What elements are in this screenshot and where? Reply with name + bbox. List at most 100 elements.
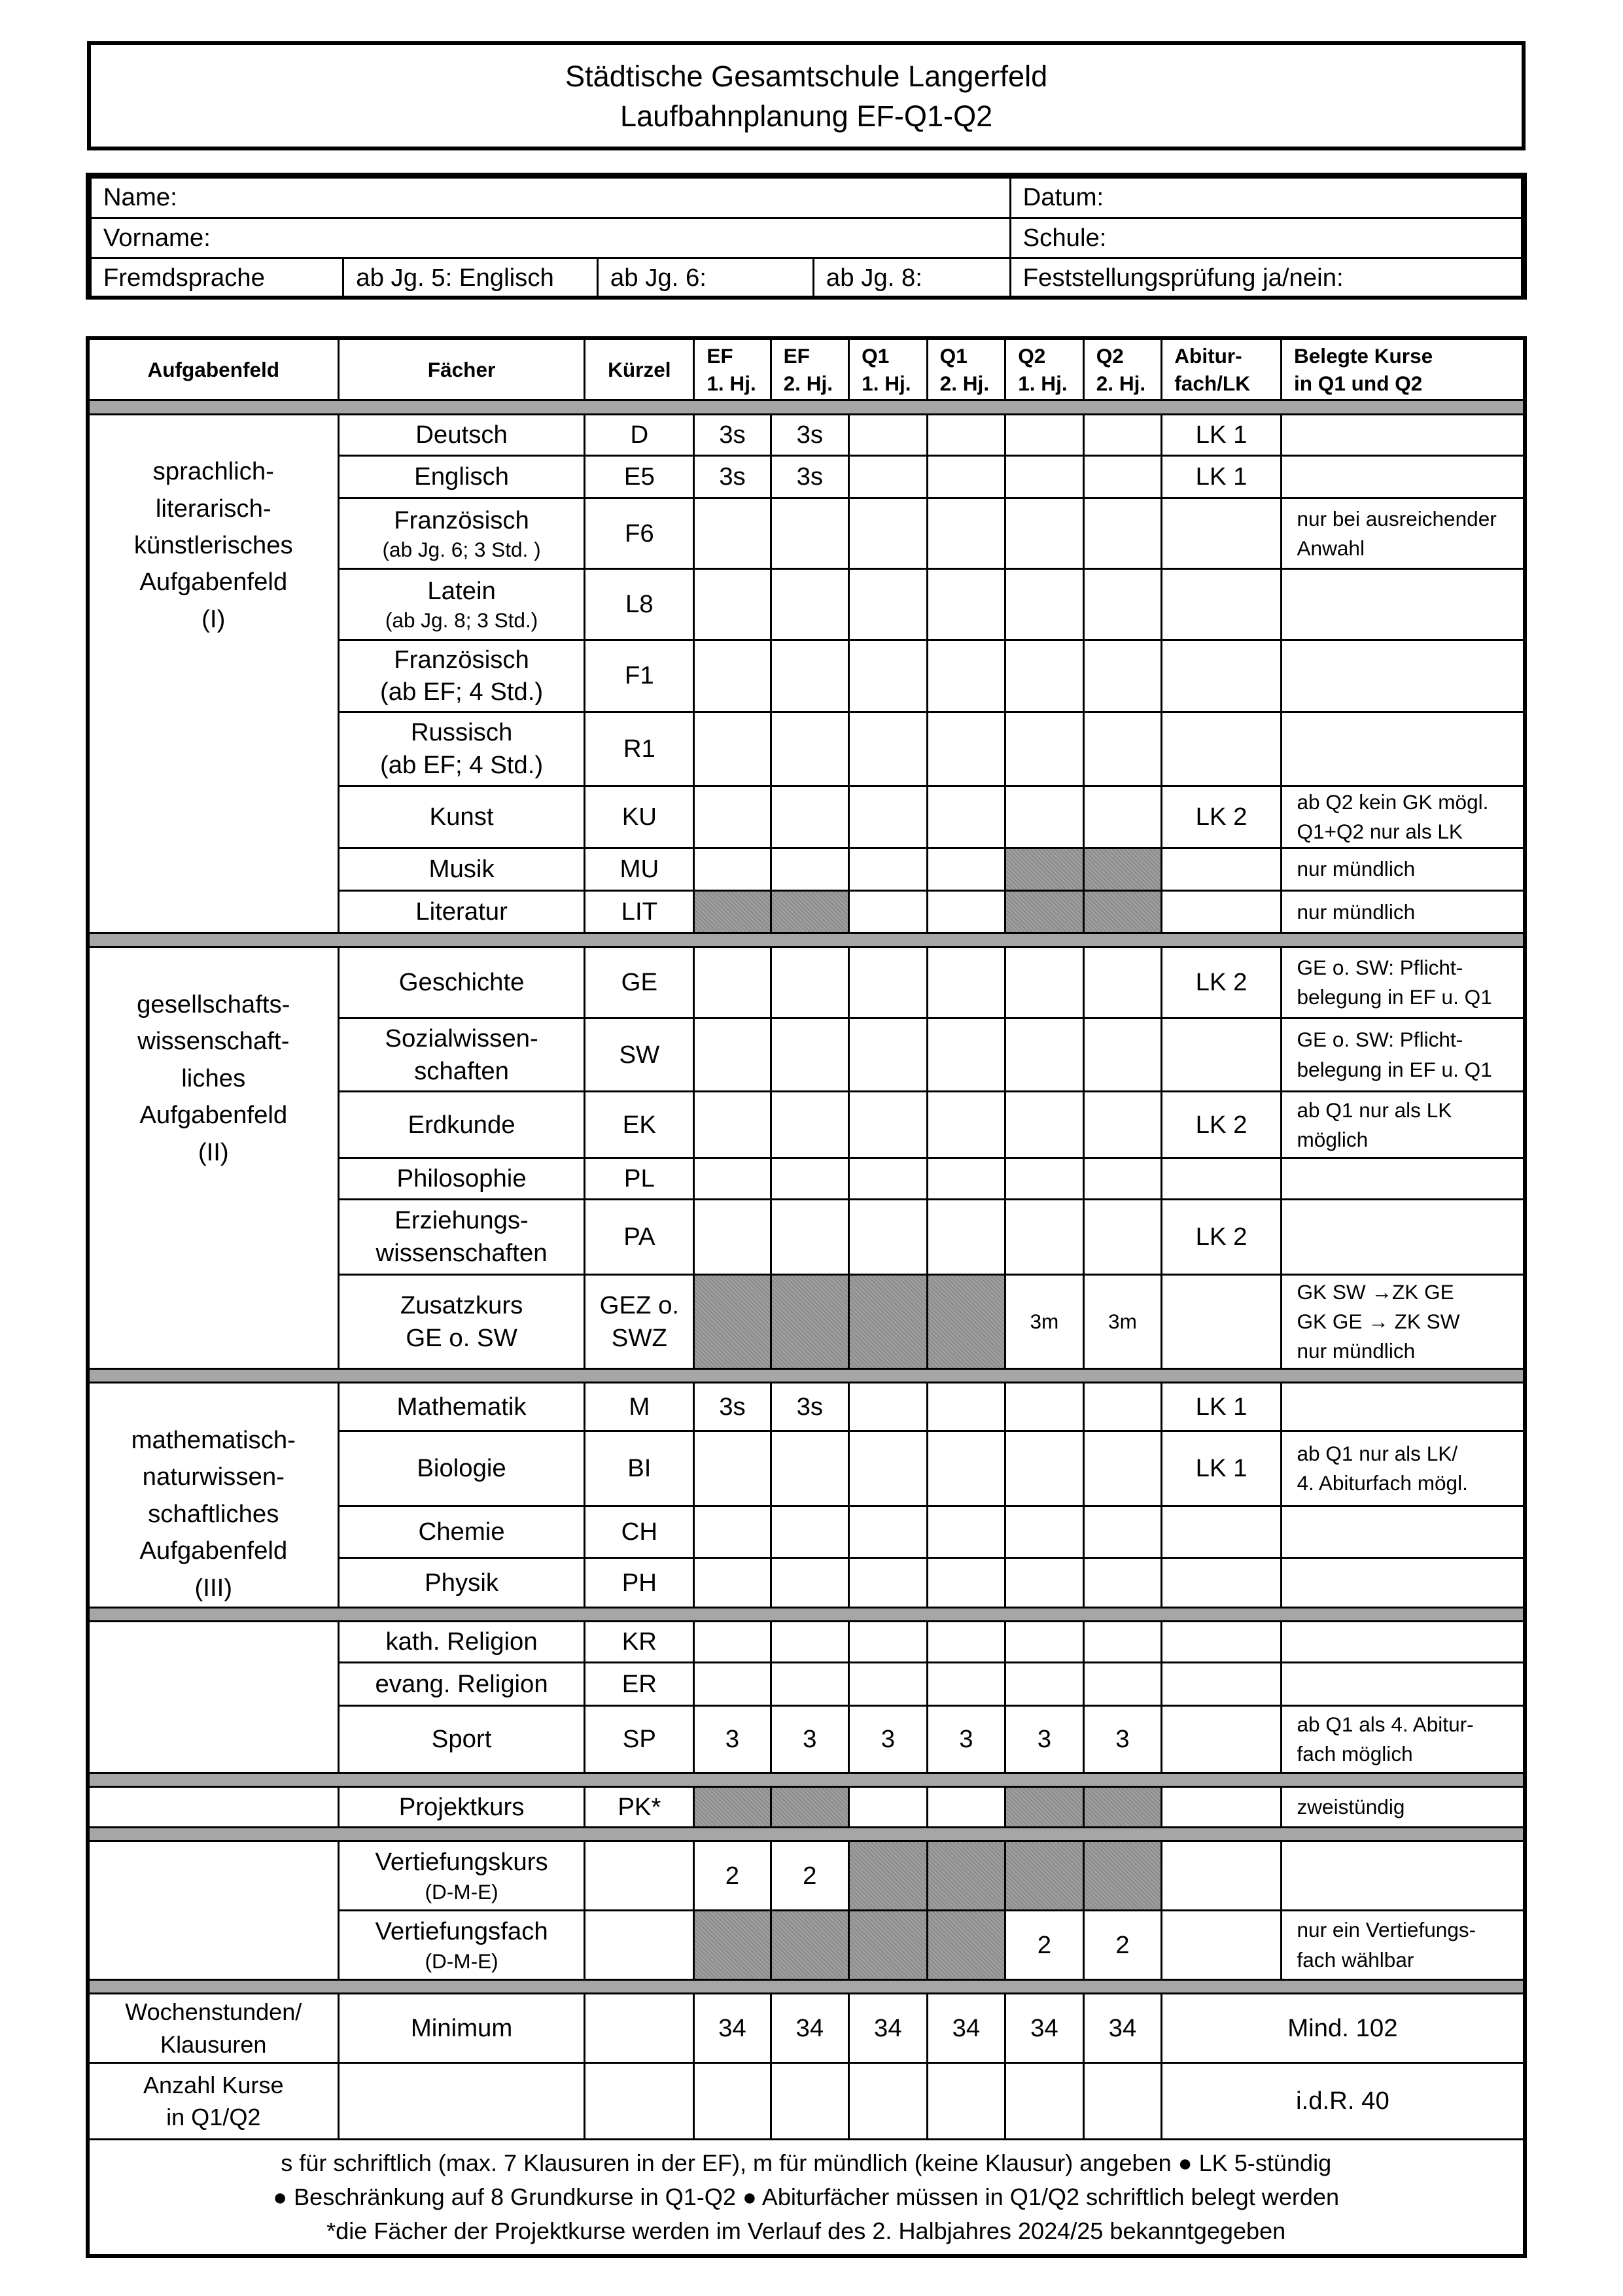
semester-cell[interactable] — [693, 1556, 772, 1609]
summary-value[interactable]: 34 — [848, 1992, 928, 2064]
semester-cell[interactable] — [848, 784, 928, 849]
semester-cell[interactable] — [1004, 413, 1085, 457]
semester-cell[interactable] — [848, 1198, 928, 1276]
semester-cell[interactable] — [693, 711, 772, 787]
semester-cell[interactable] — [848, 1430, 928, 1507]
semester-cell[interactable] — [926, 497, 1007, 570]
semester-cell[interactable] — [1082, 1090, 1163, 1159]
semester-cell[interactable] — [848, 1620, 928, 1664]
semester-cell[interactable] — [1082, 454, 1163, 500]
semester-cell[interactable] — [848, 568, 928, 641]
semester-cell[interactable] — [769, 1556, 850, 1609]
abitur-cell[interactable] — [1161, 1157, 1282, 1201]
semester-cell[interactable]: 2 — [1082, 1909, 1163, 1981]
name-field[interactable]: Name: — [89, 176, 1011, 219]
semester-cell[interactable] — [848, 497, 928, 570]
semester-cell[interactable] — [769, 1661, 850, 1707]
semester-cell[interactable] — [1082, 1157, 1163, 1201]
semester-cell[interactable] — [769, 568, 850, 641]
semester-cell[interactable]: 3s — [693, 413, 772, 457]
semester-cell[interactable]: 2 — [1004, 1909, 1085, 1981]
semester-cell[interactable] — [848, 946, 928, 1019]
semester-cell[interactable] — [926, 1090, 1007, 1159]
semester-cell[interactable] — [848, 638, 928, 714]
semester-cell[interactable] — [1082, 1620, 1163, 1664]
semester-cell[interactable] — [848, 1017, 928, 1093]
semester-cell[interactable] — [926, 568, 1007, 641]
semester-cell[interactable] — [769, 1017, 850, 1093]
semester-cell[interactable] — [926, 846, 1007, 892]
semester-cell[interactable] — [848, 454, 928, 500]
abitur-cell[interactable] — [1161, 1786, 1282, 1829]
abitur-cell[interactable] — [1161, 711, 1282, 787]
semester-cell[interactable] — [769, 1157, 850, 1201]
semester-cell[interactable] — [848, 1157, 928, 1201]
abitur-cell[interactable] — [1161, 1556, 1282, 1609]
semester-cell[interactable] — [693, 1505, 772, 1559]
abitur-cell[interactable]: LK 1 — [1161, 413, 1282, 457]
semester-cell[interactable] — [1004, 1661, 1085, 1707]
semester-cell[interactable]: 3s — [769, 454, 850, 500]
semester-cell[interactable]: 2 — [693, 1840, 772, 1912]
semester-cell[interactable] — [693, 1017, 772, 1093]
semester-cell[interactable] — [1082, 784, 1163, 849]
summary-value[interactable]: 34 — [693, 1992, 772, 2064]
summary-value[interactable] — [693, 2062, 772, 2141]
semester-cell[interactable] — [1004, 1017, 1085, 1093]
semester-cell[interactable] — [693, 1661, 772, 1707]
semester-cell[interactable] — [1082, 1505, 1163, 1559]
semester-cell[interactable] — [926, 1198, 1007, 1276]
language-grade8-field[interactable]: ab Jg. 8: — [812, 257, 1011, 300]
semester-cell[interactable] — [769, 1620, 850, 1664]
abitur-cell[interactable]: LK 1 — [1161, 1430, 1282, 1507]
semester-cell[interactable] — [1004, 497, 1085, 570]
semester-cell[interactable] — [1004, 454, 1085, 500]
semester-cell[interactable] — [926, 1620, 1007, 1664]
semester-cell[interactable] — [1004, 1556, 1085, 1609]
abitur-cell[interactable] — [1161, 638, 1282, 714]
semester-cell[interactable] — [926, 1382, 1007, 1433]
summary-value[interactable]: 34 — [769, 1992, 850, 2064]
semester-cell[interactable] — [926, 1017, 1007, 1093]
semester-cell[interactable]: 2 — [769, 1840, 850, 1912]
semester-cell[interactable] — [1082, 1661, 1163, 1707]
abitur-cell[interactable]: LK 2 — [1161, 1198, 1282, 1276]
semester-cell[interactable] — [693, 1157, 772, 1201]
abitur-cell[interactable] — [1161, 1661, 1282, 1707]
semester-cell[interactable] — [1082, 1556, 1163, 1609]
first-name-field[interactable]: Vorname: — [89, 217, 1011, 260]
semester-cell[interactable]: 3s — [769, 1382, 850, 1433]
semester-cell[interactable] — [693, 1430, 772, 1507]
semester-cell[interactable] — [926, 784, 1007, 849]
semester-cell[interactable] — [769, 497, 850, 570]
semester-cell[interactable] — [926, 711, 1007, 787]
semester-cell[interactable] — [848, 846, 928, 892]
semester-cell[interactable] — [848, 1505, 928, 1559]
semester-cell[interactable] — [1004, 1382, 1085, 1433]
abitur-cell[interactable]: LK 1 — [1161, 1382, 1282, 1433]
semester-cell[interactable] — [1082, 1430, 1163, 1507]
abitur-cell[interactable] — [1161, 497, 1282, 570]
abitur-cell[interactable] — [1161, 1017, 1282, 1093]
abitur-cell[interactable] — [1161, 889, 1282, 935]
semester-cell[interactable] — [926, 1786, 1007, 1829]
semester-cell[interactable] — [769, 946, 850, 1019]
semester-cell[interactable] — [693, 638, 772, 714]
abitur-cell[interactable]: LK 2 — [1161, 1090, 1282, 1159]
semester-cell[interactable] — [693, 1620, 772, 1664]
semester-cell[interactable] — [848, 889, 928, 935]
semester-cell[interactable] — [848, 1786, 928, 1829]
semester-cell[interactable] — [1082, 711, 1163, 787]
summary-value[interactable]: 34 — [926, 1992, 1007, 2064]
semester-cell[interactable]: 3 — [1082, 1704, 1163, 1775]
semester-cell[interactable] — [693, 946, 772, 1019]
semester-cell[interactable] — [926, 638, 1007, 714]
semester-cell[interactable]: 3m — [1004, 1274, 1085, 1370]
abitur-cell[interactable] — [1161, 1840, 1282, 1912]
semester-cell[interactable] — [926, 946, 1007, 1019]
abitur-cell[interactable] — [1161, 1505, 1282, 1559]
semester-cell[interactable] — [1004, 1620, 1085, 1664]
semester-cell[interactable] — [1004, 1505, 1085, 1559]
semester-cell[interactable] — [1082, 497, 1163, 570]
semester-cell[interactable]: 3 — [769, 1704, 850, 1775]
